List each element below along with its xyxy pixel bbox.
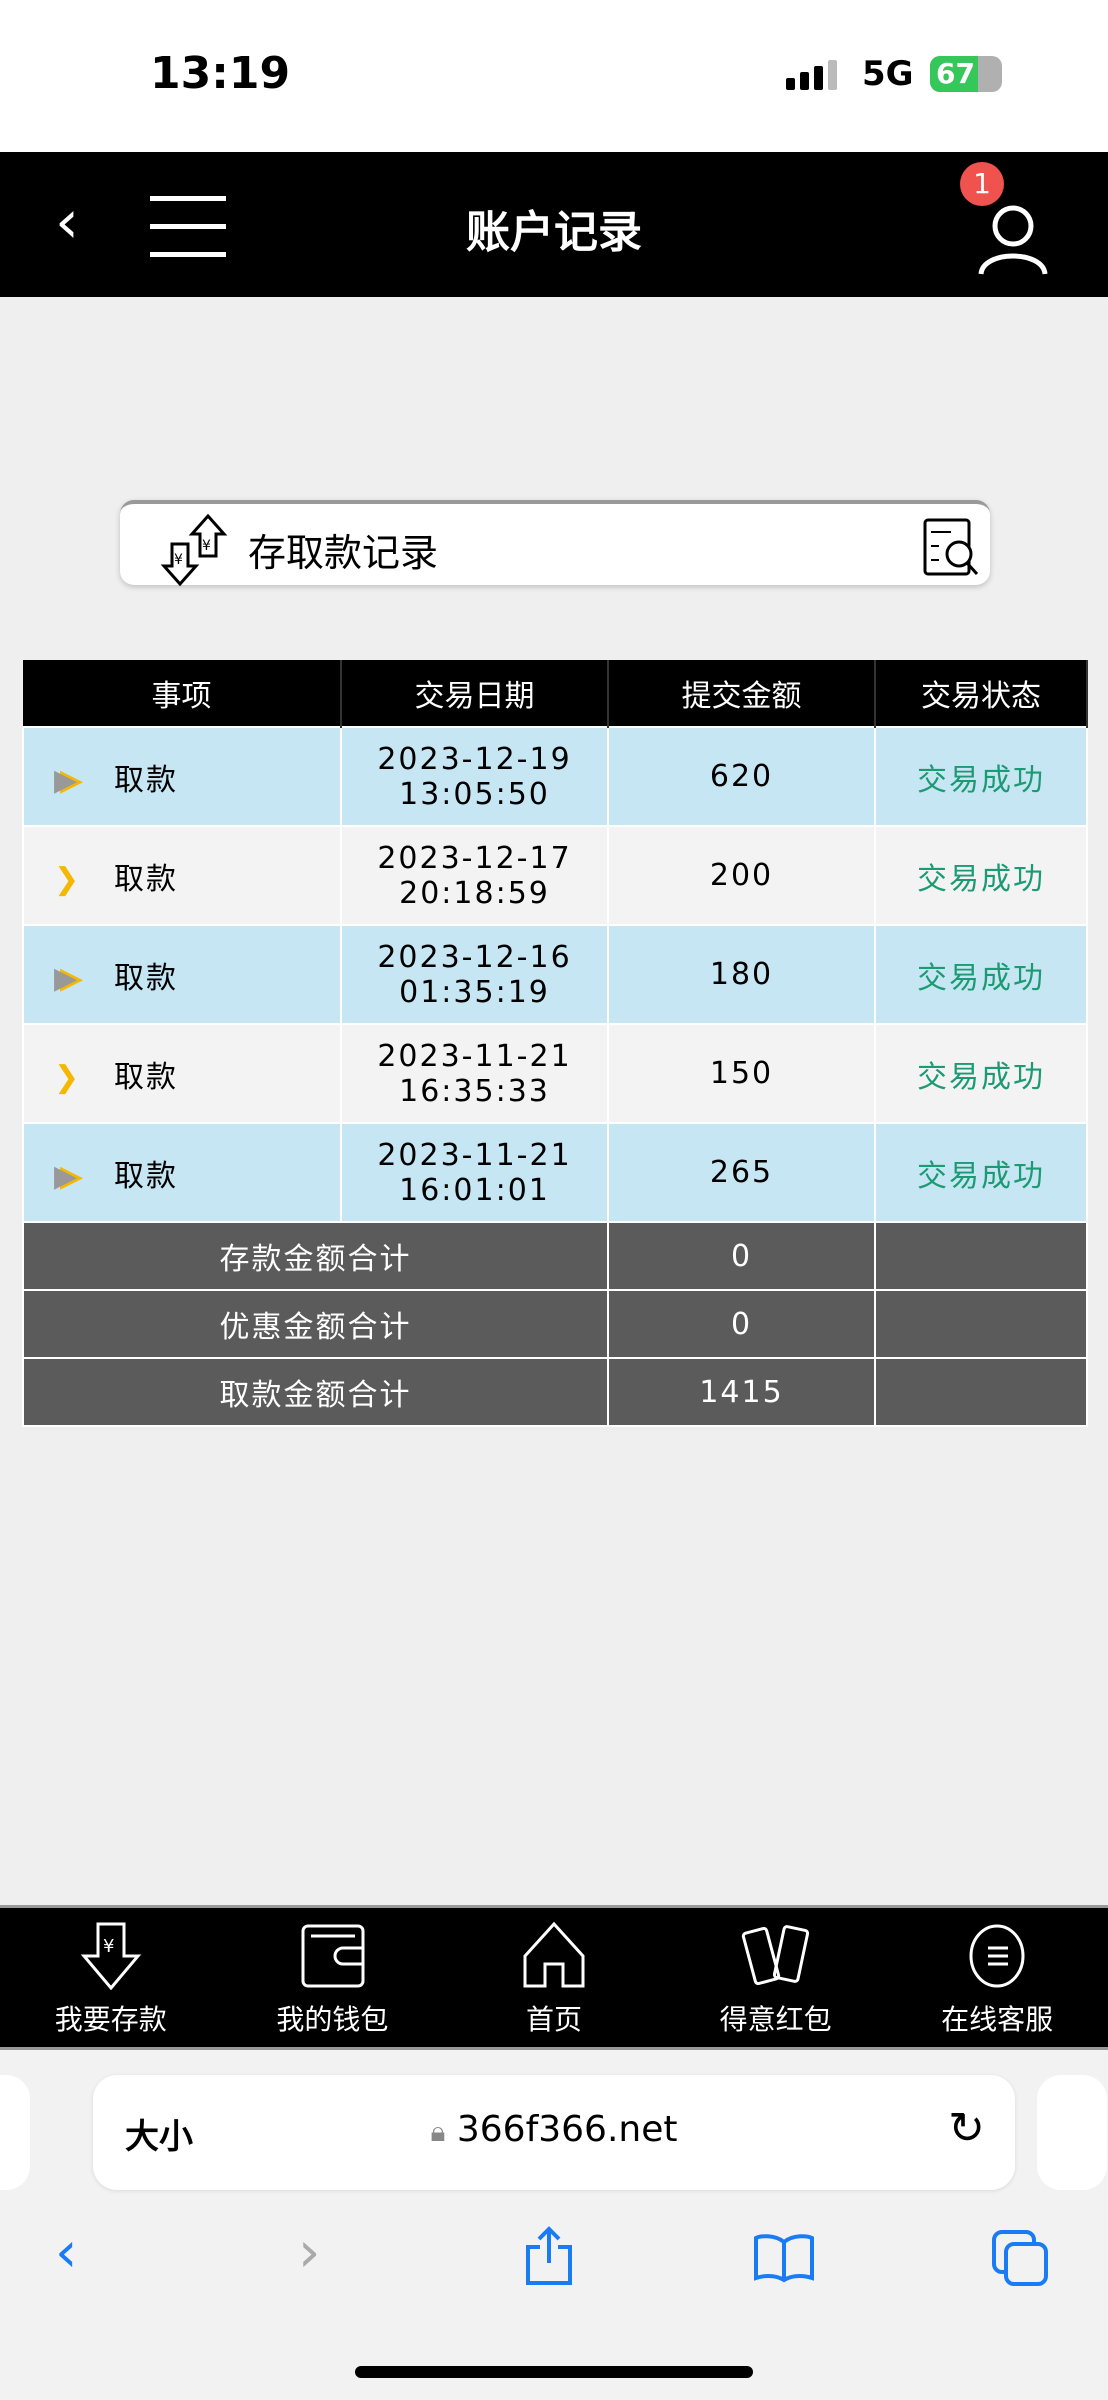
play-arrow-icon: ▶ — [54, 960, 80, 996]
url-text: 366f366.net — [456, 2109, 678, 2150]
summary-value: 0 — [607, 1221, 876, 1291]
battery-icon: 67 — [930, 56, 1002, 92]
play-arrow-icon: ▶ — [54, 762, 80, 798]
arrow-icon: ❯ — [54, 1059, 82, 1095]
summary-row: 存款金额合计 0 — [22, 1221, 1088, 1291]
cell-status: 交易成功 — [874, 1023, 1088, 1124]
network-type: 5G — [862, 54, 914, 94]
reload-icon[interactable]: ↻ — [948, 2103, 985, 2154]
notification-badge[interactable]: 1 — [960, 162, 1004, 206]
home-indicator — [355, 2366, 753, 2378]
cell-date: 2023-11-21 16:01:01 — [340, 1122, 609, 1223]
browser-chrome: 大小 🔒︎ 366f366.net ↻ ‹ › — [0, 2050, 1108, 2400]
deposit-withdraw-icon: ¥¥ — [160, 513, 228, 587]
table-row: ❯ 取款 2023-12-17 20:18:59 200 交易成功 — [22, 825, 1088, 926]
red-packet-icon — [741, 1925, 809, 1986]
customer-service-icon — [969, 1924, 1025, 1988]
nav-support[interactable]: 在线客服 — [886, 1908, 1108, 2047]
wallet-icon — [301, 1924, 365, 1988]
cell-status: 交易成功 — [874, 924, 1088, 1025]
user-icon[interactable] — [975, 200, 1051, 276]
clock: 13:19 — [150, 48, 291, 99]
nav-home[interactable]: 首页 — [443, 1908, 665, 2047]
svg-text:¥: ¥ — [174, 552, 183, 568]
cell-item: ▶ 取款 — [22, 924, 342, 1025]
col-amount: 提交金额 — [608, 660, 876, 727]
lock-icon: 🔒︎ — [430, 2115, 446, 2148]
cell-item: ❯ 取款 — [22, 1023, 342, 1124]
nav-deposit[interactable]: ¥ 我要存款 — [0, 1908, 222, 2047]
summary-label: 优惠金额合计 — [22, 1289, 609, 1359]
record-type-selector[interactable]: ¥ ¥ 存取款记录 — [120, 500, 990, 587]
arrow-icon: ❯ — [54, 861, 82, 897]
table-row: ▶ 取款 2023-12-16 01:35:19 180 交易成功 — [22, 924, 1088, 1025]
cell-item: ❯ 取款 — [22, 825, 342, 926]
forward-nav-icon[interactable]: › — [298, 2220, 321, 2285]
summary-label: 取款金额合计 — [22, 1357, 609, 1427]
cell-date: 2023-12-19 13:05:50 — [340, 726, 609, 827]
cell-date: 2023-12-16 01:35:19 — [340, 924, 609, 1025]
cell-status: 交易成功 — [874, 1122, 1088, 1223]
text-size-button[interactable]: 大小 — [125, 2117, 193, 2157]
next-tab-preview[interactable] — [1037, 2075, 1107, 2190]
share-icon[interactable] — [522, 2225, 576, 2287]
signal-icon — [786, 60, 837, 90]
status-bar: 13:19 5G 67 — [0, 0, 1108, 152]
summary-row: 优惠金额合计 0 — [22, 1289, 1088, 1359]
svg-text:¥: ¥ — [103, 1936, 114, 1957]
cell-date: 2023-11-21 16:35:33 — [340, 1023, 609, 1124]
cell-date: 2023-12-17 20:18:59 — [340, 825, 609, 926]
cell-amount: 200 — [607, 825, 876, 926]
table-row: ▶ 取款 2023-11-21 16:01:01 265 交易成功 — [22, 1122, 1088, 1223]
summary-value: 1415 — [607, 1357, 876, 1427]
cell-status: 交易成功 — [874, 726, 1088, 827]
cell-amount: 150 — [607, 1023, 876, 1124]
table-row: ▶ 取款 2023-12-19 13:05:50 620 交易成功 — [22, 726, 1088, 827]
records-table: 事项 交易日期 提交金额 交易状态 ▶ 取款 2023-12-19 13:05:50… — [22, 660, 1088, 1427]
menu-button[interactable] — [150, 196, 226, 280]
table-row: ❯ 取款 2023-11-21 16:35:33 150 交易成功 — [22, 1023, 1088, 1124]
col-date: 交易日期 — [341, 660, 609, 727]
nav-wallet[interactable]: 我的钱包 — [222, 1908, 444, 2047]
bottom-nav: ¥ 我要存款 我的钱包 首页 得意红包 在线客服 — [0, 1905, 1108, 2050]
cell-item: ▶ 取款 — [22, 1122, 342, 1223]
col-item: 事项 — [23, 660, 342, 727]
play-arrow-icon: ▶ — [54, 1158, 80, 1194]
record-type-label: 存取款记录 — [248, 531, 439, 575]
tabs-icon[interactable] — [990, 2228, 1050, 2288]
back-button[interactable]: ‹ — [55, 187, 79, 257]
summary-label: 存款金额合计 — [22, 1221, 609, 1291]
nav-red-packet[interactable]: 得意红包 — [665, 1908, 887, 2047]
page-title: 账户记录 — [466, 207, 642, 258]
cell-amount: 265 — [607, 1122, 876, 1223]
summary-row: 取款金额合计 1415 — [22, 1357, 1088, 1427]
cell-item: ▶ 取款 — [22, 726, 342, 827]
back-nav-icon[interactable]: ‹ — [55, 2220, 78, 2285]
col-status: 交易状态 — [875, 660, 1088, 727]
cell-amount: 620 — [607, 726, 876, 827]
svg-text:¥: ¥ — [202, 538, 211, 554]
cell-amount: 180 — [607, 924, 876, 1025]
address-bar[interactable]: 大小 🔒︎ 366f366.net ↻ — [93, 2075, 1015, 2190]
bookmarks-icon[interactable] — [752, 2232, 816, 2284]
summary-value: 0 — [607, 1289, 876, 1359]
app-header: ‹ 账户记录 1 — [0, 152, 1108, 297]
prev-tab-preview[interactable] — [0, 2075, 30, 2190]
home-icon — [523, 1921, 585, 1988]
search-records-icon[interactable] — [921, 516, 985, 580]
cell-status: 交易成功 — [874, 825, 1088, 926]
deposit-icon: ¥ — [80, 1922, 142, 1990]
